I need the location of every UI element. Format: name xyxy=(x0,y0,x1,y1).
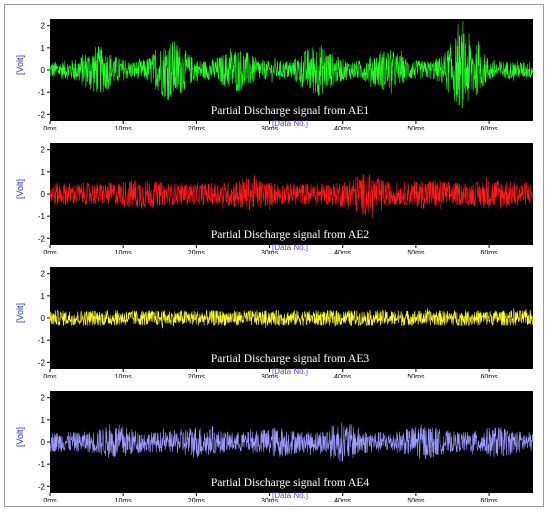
panel-ae2: [Volt] [Data No.] 2 1 0 -1 -2 0ms 10ms 20ms 30ms… xyxy=(15,137,534,254)
x-tick-label: 30ms xyxy=(261,250,279,254)
y-tick-label: -2 xyxy=(38,358,46,367)
y-tick-label: 2 xyxy=(41,394,46,403)
x-tick-label: 40ms xyxy=(334,126,352,130)
x-tick-label: 50ms xyxy=(407,250,425,254)
y-tick-label: 1 xyxy=(41,168,46,177)
x-tick-label: 60ms xyxy=(481,250,499,254)
signal-series xyxy=(49,21,534,109)
x-tick-label: 0ms xyxy=(43,250,57,254)
signal-series xyxy=(49,308,534,329)
figure-frame: [Volt] [Data No.] 2 1 0 -1 -2 0ms 10ms 20ms 30ms… xyxy=(4,4,544,507)
panel-caption: Partial Discharge signal from AE2 xyxy=(211,229,369,241)
panel-caption: Partial Discharge signal from AE3 xyxy=(211,353,369,365)
signal-series xyxy=(49,173,534,219)
x-tick-label: 40ms xyxy=(334,374,352,378)
x-tick-label: 0ms xyxy=(43,126,57,130)
x-axis-label: [Data No.] xyxy=(271,119,308,128)
x-tick-label: 0ms xyxy=(43,498,57,502)
chart-svg: 2 1 0 -1 -2 0ms 10ms 20ms 30ms 40ms 50ms 60ms Partia… xyxy=(38,270,534,378)
x-tick-label: 10ms xyxy=(115,250,133,254)
x-tick-label: 60ms xyxy=(481,126,499,130)
x-axis-label: [Data No.] xyxy=(271,243,308,252)
y-tick-label: 2 xyxy=(41,146,46,155)
x-tick-label: 60ms xyxy=(481,498,499,502)
x-tick-label: 60ms xyxy=(481,374,499,378)
x-tick-label: 40ms xyxy=(334,250,352,254)
x-tick-label: 20ms xyxy=(188,126,206,130)
x-tick-label: 20ms xyxy=(188,374,206,378)
panel-ae4: [Volt] [Data No.] 2 1 0 -1 -2 0ms 10ms 20ms 30ms… xyxy=(15,385,534,502)
y-tick-label: -1 xyxy=(38,212,46,221)
panel-ae3: [Volt] [Data No.] 2 1 0 -1 -2 0ms 10ms 20ms 30ms… xyxy=(15,261,534,378)
y-tick-label: -2 xyxy=(38,234,46,243)
y-tick-label: 1 xyxy=(41,292,46,301)
signal-series xyxy=(49,422,534,462)
x-tick-label: 10ms xyxy=(115,498,133,502)
panel-ae1: [Volt] [Data No.] 2 1 0 -1 -2 0ms 10ms 20ms 30ms… xyxy=(15,13,534,130)
panel-caption: Partial Discharge signal from AE4 xyxy=(211,477,369,489)
y-tick-label: 2 xyxy=(41,270,46,279)
y-tick-label: 0 xyxy=(41,66,46,75)
x-tick-label: 20ms xyxy=(188,498,206,502)
y-tick-label: -1 xyxy=(38,336,46,345)
x-tick-label: 50ms xyxy=(407,498,425,502)
x-axis-label: [Data No.] xyxy=(271,367,308,376)
x-tick-label: 20ms xyxy=(188,250,206,254)
x-tick-label: 30ms xyxy=(261,126,279,130)
y-tick-label: 1 xyxy=(41,44,46,53)
x-axis-label: [Data No.] xyxy=(271,491,308,500)
chart-svg: 2 1 0 -1 -2 0ms 10ms 20ms 30ms 40ms 50ms 60ms Partia… xyxy=(38,146,534,254)
y-tick-label: -1 xyxy=(38,460,46,469)
x-tick-label: 40ms xyxy=(334,498,352,502)
x-tick-label: 50ms xyxy=(407,126,425,130)
y-tick-label: 2 xyxy=(41,22,46,31)
x-tick-label: 50ms xyxy=(407,374,425,378)
y-tick-label: 0 xyxy=(41,438,46,447)
chart-svg: 2 1 0 -1 -2 0ms 10ms 20ms 30ms 40ms 50ms 60ms Partia… xyxy=(38,394,534,502)
x-tick-label: 10ms xyxy=(115,374,133,378)
y-tick-label: 1 xyxy=(41,416,46,425)
y-tick-label: 0 xyxy=(41,190,46,199)
panel-caption: Partial Discharge signal from AE1 xyxy=(211,105,369,117)
chart-svg: 2 1 0 -1 -2 0ms 10ms 20ms 30ms 40ms 50ms 60ms Partia… xyxy=(38,21,534,130)
y-tick-label: 0 xyxy=(41,314,46,323)
y-tick-label: -1 xyxy=(38,88,46,97)
x-tick-label: 30ms xyxy=(261,374,279,378)
x-tick-label: 0ms xyxy=(43,374,57,378)
y-tick-label: -2 xyxy=(38,482,46,491)
x-tick-label: 10ms xyxy=(115,126,133,130)
x-tick-label: 30ms xyxy=(261,498,279,502)
y-tick-label: -2 xyxy=(38,110,46,119)
